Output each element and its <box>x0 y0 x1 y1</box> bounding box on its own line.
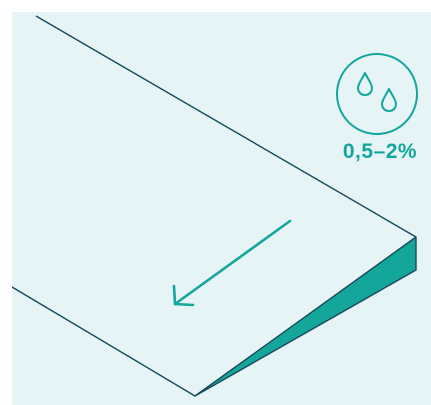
diagram-canvas: 0,5–2% <box>12 12 431 405</box>
slab-side-face <box>194 236 417 397</box>
water-drop-icon <box>357 72 373 96</box>
slab-bottom-edge <box>12 286 196 397</box>
water-drops-icon <box>336 53 418 135</box>
water-drop-icon <box>381 88 397 112</box>
sloped-slab-diagram <box>12 15 417 397</box>
slab-top-edge <box>35 15 417 238</box>
down-slope-arrow-icon <box>172 219 292 307</box>
slope-percentage-label: 0,5–2% <box>342 140 418 163</box>
